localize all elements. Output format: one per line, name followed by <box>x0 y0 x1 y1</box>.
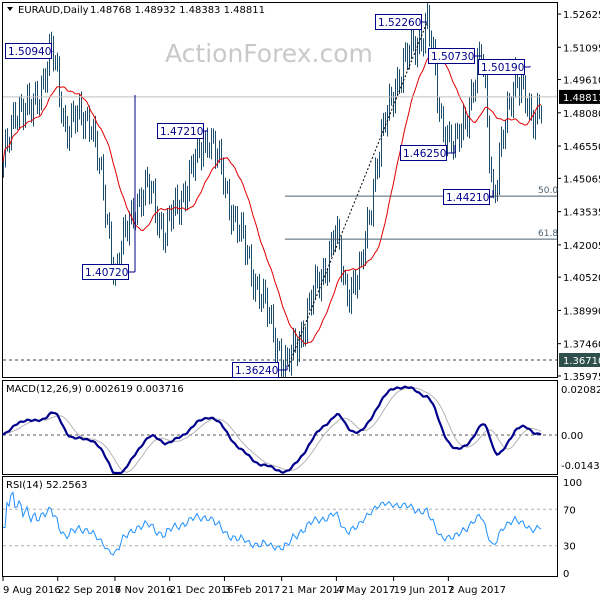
symbol-title: EURAUD,Daily <box>18 5 89 16</box>
fib-level-label: 61.8 <box>538 229 558 239</box>
axes: 1.52625 1.51095 1.49610 1.48080 1.46550 1.450… <box>2 10 600 596</box>
y-tick-label: 1.38990 <box>563 306 600 317</box>
x-tick-label: 22 Sep 2016 <box>58 585 121 596</box>
rsi-panel <box>2 476 558 577</box>
y-tick-label: 1.35975 <box>563 372 600 383</box>
y-tick-label: 1.40520 <box>563 273 600 284</box>
rsi-line <box>3 491 542 556</box>
pivot-label: 1.44210 <box>443 189 494 205</box>
macd-main-line <box>2 385 542 475</box>
rsi-tick-label: 70 <box>563 505 576 516</box>
rsi-tick-label: 0 <box>563 569 569 580</box>
pivot-label-box <box>428 48 475 64</box>
pivot-label-text: 1.50730 <box>431 51 474 63</box>
pivot-label: 1.40720 <box>82 95 136 280</box>
y-tick-label: 1.52625 <box>563 10 600 21</box>
macd-title: MACD(12,26,9) 0.002619 0.003716 <box>6 384 184 395</box>
macd-lines <box>2 385 557 475</box>
pivot-label: 1.50730 <box>428 48 482 64</box>
y-tick-label: 1.46550 <box>563 142 600 153</box>
header: EURAUD,Daily 1.48768 1.48932 1.48383 1.4… <box>7 5 265 16</box>
x-tick-label: 3 Feb 2017 <box>224 585 280 596</box>
moving-average-line <box>2 49 542 345</box>
rsi-title: RSI(14) 52.2563 <box>6 480 87 491</box>
x-tick-label: 19 Jun 2017 <box>394 585 454 596</box>
y-tick-label: 1.51095 <box>563 43 600 54</box>
y-tick-label: 1.43535 <box>563 208 600 219</box>
pivot-label-text: 1.50190 <box>481 62 524 74</box>
macd-tick-label: -0.014386 <box>561 461 600 472</box>
pivot-label-box <box>5 43 52 59</box>
ohlc-values: 1.48768 1.48932 1.48383 1.48811 <box>90 5 265 16</box>
rsi-lines <box>3 491 557 556</box>
pivot-label-text: 1.44210 <box>446 192 489 204</box>
x-tick-label: 21 Mar 2017 <box>282 585 345 596</box>
x-tick-label: 21 Dec 2016 <box>170 585 234 596</box>
fib-level-label: 50.0 <box>538 186 558 196</box>
pivot-label-text: 1.40720 <box>85 267 128 279</box>
support-price-value: 1.36710 <box>563 356 600 367</box>
pivot-label-box <box>478 59 525 75</box>
x-tick-label: 4 May 2017 <box>336 585 395 596</box>
pivot-label-box <box>232 362 279 378</box>
dropdown-triangle-icon[interactable] <box>7 7 13 11</box>
y-tick-label: 1.48080 <box>563 109 600 120</box>
macd-tick-label: 0.020827 <box>561 385 600 396</box>
watermark: ActionForex.com <box>165 39 373 68</box>
pivot-label: 1.50190 <box>478 59 531 75</box>
pivot-label: 1.52260 <box>375 14 427 30</box>
pivot-label-box <box>443 189 490 205</box>
pivot-label-box <box>82 264 129 280</box>
support-price-badge <box>559 352 600 367</box>
pivot-label-text: 1.50940 <box>8 46 51 58</box>
x-tick-label: 9 Aug 2016 <box>3 585 61 596</box>
macd-panel <box>2 380 558 475</box>
y-tick-label: 1.45065 <box>563 174 600 185</box>
y-tick-label: 1.49610 <box>563 76 600 87</box>
pivot-label-text: 1.52260 <box>378 17 421 29</box>
macd-tick-label: 0.00 <box>561 431 583 442</box>
rsi-tick-label: 100 <box>563 478 582 489</box>
pivot-label-text: 1.47210 <box>160 126 203 138</box>
pivot-label: 1.47210 <box>157 123 208 139</box>
price-overlays: 50.0 61.8 1.50940 1.47210 1.40720 1.36240 1.52… <box>2 14 558 378</box>
y-tick-label: 1.37460 <box>563 340 600 351</box>
pivot-label: 1.50940 <box>5 43 53 59</box>
pivot-label: 1.46250 <box>400 145 456 161</box>
current-price-badge <box>559 89 600 104</box>
y-tick-label: 1.42005 <box>563 241 600 252</box>
x-tick-label: 7 Nov 2016 <box>115 585 173 596</box>
pivot-label-box <box>400 145 447 161</box>
current-price-value: 1.48811 <box>563 93 600 104</box>
pivot-label-text: 1.46250 <box>403 148 446 160</box>
x-tick-label: 2 Aug 2017 <box>448 585 506 596</box>
macd-signal-line <box>2 387 542 473</box>
rsi-tick-label: 30 <box>563 542 576 553</box>
pivot-label: 1.36240 <box>232 362 288 378</box>
pivot-label-text: 1.36240 <box>235 365 278 377</box>
trend-line <box>286 21 428 371</box>
pivot-label-box <box>375 14 422 30</box>
pivot-label-box <box>157 123 204 139</box>
price-panel <box>2 2 558 378</box>
